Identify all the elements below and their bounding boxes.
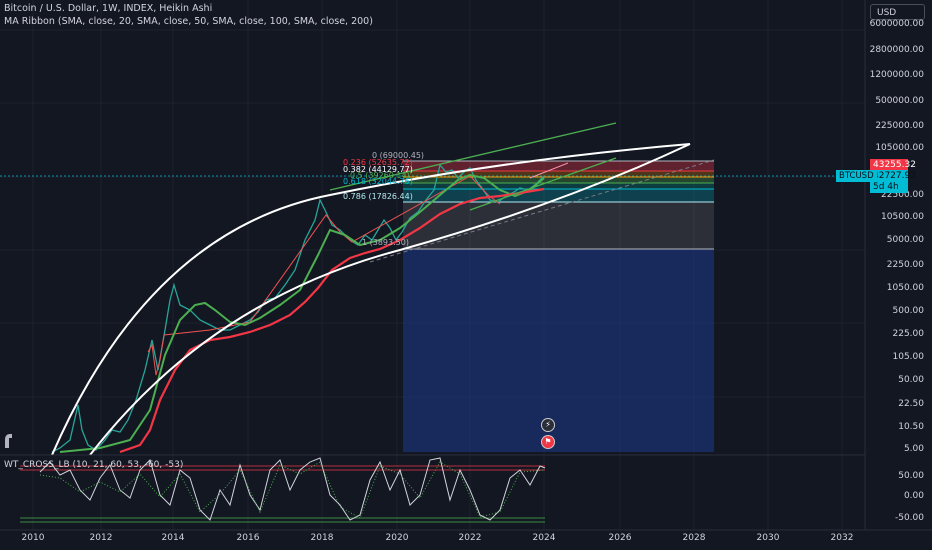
fib-label: 0.5 (39260.14)	[350, 171, 410, 180]
price-tick: 105000.00	[875, 143, 924, 153]
oscillator-tick: 50.00	[898, 471, 924, 481]
time-tick: 2012	[89, 533, 113, 543]
price-tick: 1050.00	[886, 283, 924, 293]
flag-icon[interactable]: ⚑	[541, 435, 555, 449]
time-tick: 2030	[756, 533, 780, 543]
price-tick: 225.00	[892, 329, 925, 339]
dashed-trendline[interactable]	[369, 159, 715, 263]
price-tick: 2250.00	[886, 260, 924, 270]
last-price-tag: 42727.93	[870, 170, 916, 182]
price-tick: 22500.00	[881, 190, 924, 200]
time-tick: 2018	[310, 533, 334, 543]
oscillator-tick: -50.00	[894, 513, 924, 523]
time-tick: 2010	[21, 533, 45, 543]
fib-label: 1 (3893.50)	[362, 238, 409, 247]
time-tick: 2024	[532, 533, 556, 543]
symbol-title[interactable]: Bitcoin / U.S. Dollar, 1W, INDEX, Heikin…	[4, 3, 213, 14]
price-tick: 5.00	[903, 444, 924, 454]
fib-label: 0 (69000.45)	[372, 151, 425, 160]
projection-box[interactable]	[403, 249, 714, 452]
price-tick: 6000000.00	[869, 19, 924, 29]
high-price-tag: 43255.32	[870, 159, 916, 171]
fib-label: 0.236 (52635.72)	[343, 158, 413, 167]
oscillator-wave	[39, 457, 546, 521]
tradingview-logo-icon	[5, 434, 12, 448]
price-tick: 105.00	[892, 352, 925, 362]
time-tick: 2028	[682, 533, 706, 543]
price-tick: 225000.00	[875, 121, 924, 131]
oscillator-tick: 0.00	[903, 491, 924, 501]
green-trendline-lower[interactable]	[469, 157, 617, 211]
symbol-price-label: BTCUSD	[836, 170, 877, 182]
price-tick: 22.50	[898, 399, 924, 409]
time-tick: 2022	[458, 533, 482, 543]
fib-retracement[interactable]	[403, 160, 714, 250]
indicator-legend[interactable]: MA Ribbon (SMA, close, 20, SMA, close, 5…	[4, 16, 373, 27]
price-tick: 500.00	[892, 306, 925, 316]
countdown-tag: 5d 4h	[870, 181, 908, 193]
time-tick: 2026	[608, 533, 632, 543]
pink-trendline[interactable]	[529, 162, 569, 179]
time-tick: 2020	[385, 533, 409, 543]
green-trendline-upper[interactable]	[329, 122, 617, 191]
time-tick: 2032	[830, 533, 854, 543]
time-tick: 2016	[236, 533, 260, 543]
price-tick: 1200000.00	[869, 70, 924, 80]
ma-slow-line	[119, 187, 545, 454]
price-tick: 500000.00	[875, 96, 924, 106]
flash-icon[interactable]: ⚡	[541, 418, 555, 432]
price-tick: 10500.00	[881, 212, 924, 222]
oscillator-legend[interactable]: WT_CROSS_LB (10, 21, 60, 53, -60, -53)	[4, 460, 184, 470]
fib-label: 0.382 (44129.77)	[343, 165, 413, 174]
price-tick: 5000.00	[886, 235, 924, 245]
time-tick: 2014	[161, 533, 185, 543]
price-tick: 2800000.00	[869, 45, 924, 55]
ma-fast-line	[59, 173, 545, 453]
lower-arc[interactable]	[89, 143, 691, 456]
currency-selector-button[interactable]: USD	[870, 4, 925, 20]
fib-label: 0.618 (32044.76)	[343, 177, 413, 186]
price-tick: 50.00	[898, 375, 924, 385]
upper-arc[interactable]	[51, 143, 691, 456]
price-tick: 10.50	[898, 422, 924, 432]
fib-label: 0.786 (17826.44)	[343, 192, 413, 201]
